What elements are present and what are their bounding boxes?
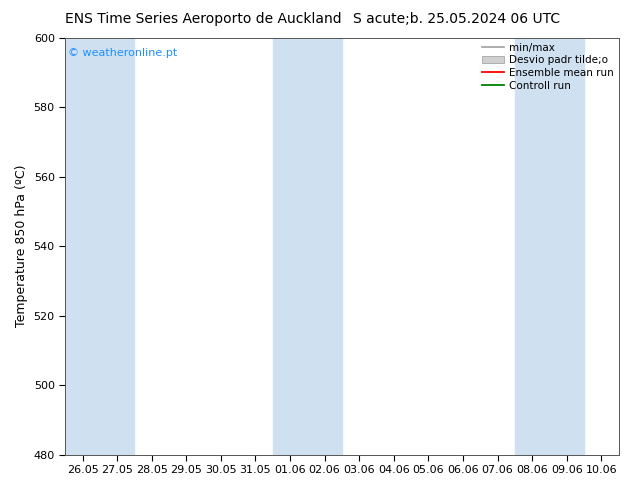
Bar bbox=[100, 38, 134, 455]
Y-axis label: Temperature 850 hPa (ºC): Temperature 850 hPa (ºC) bbox=[15, 165, 28, 327]
Legend: min/max, Desvio padr tilde;o, Ensemble mean run, Controll run: min/max, Desvio padr tilde;o, Ensemble m… bbox=[479, 41, 616, 93]
Bar bbox=[515, 38, 550, 455]
Bar bbox=[307, 38, 342, 455]
Text: S acute;b. 25.05.2024 06 UTC: S acute;b. 25.05.2024 06 UTC bbox=[353, 12, 560, 26]
Text: ENS Time Series Aeroporto de Auckland: ENS Time Series Aeroporto de Auckland bbox=[65, 12, 341, 26]
Text: © weatheronline.pt: © weatheronline.pt bbox=[68, 48, 178, 58]
Bar bbox=[550, 38, 584, 455]
Bar bbox=[65, 38, 100, 455]
Bar bbox=[273, 38, 307, 455]
